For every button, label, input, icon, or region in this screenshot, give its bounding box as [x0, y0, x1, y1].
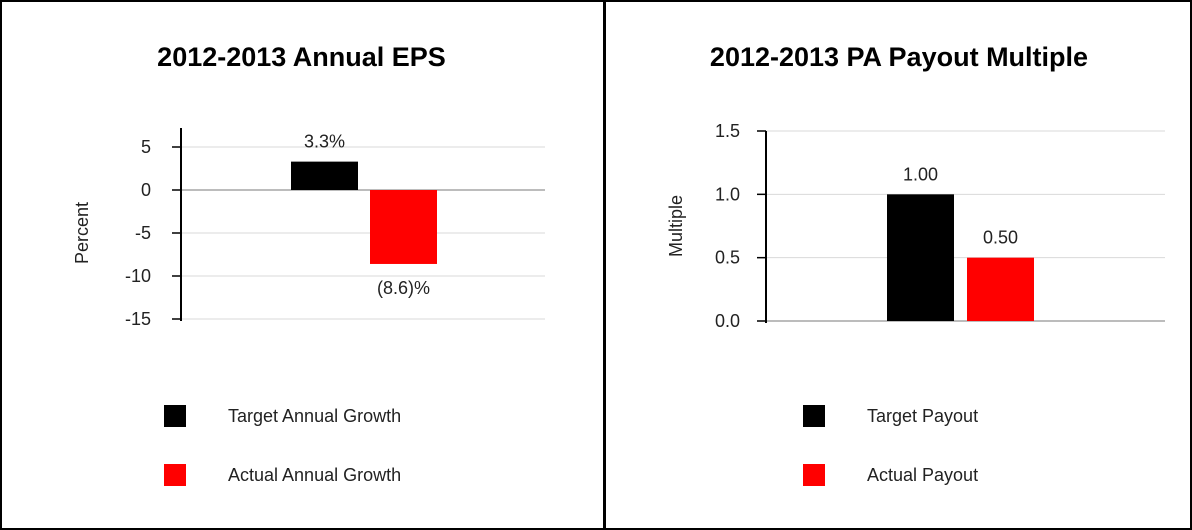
chart-title: 2012-2013 PA Payout Multiple	[709, 42, 1089, 72]
legend-swatch-actual	[164, 464, 186, 486]
y-tick-label: 1.5	[715, 121, 740, 141]
bar-actual	[967, 257, 1034, 321]
eps-chart-plot: 5 0 -5 -10 -15 Percent 3.3% (8.6)%	[72, 128, 545, 329]
y-tick-label: -15	[125, 309, 151, 329]
data-label: 1.00	[903, 164, 938, 184]
bar-actual	[370, 190, 437, 264]
legend-swatch-target	[803, 405, 825, 427]
legend-label: Target Annual Growth	[228, 406, 402, 426]
legend-swatch-actual	[803, 464, 825, 486]
y-tick-label: -5	[135, 223, 151, 243]
data-label: (8.6)%	[377, 278, 430, 298]
eps-chart-panel: 2012-2013 Annual EPS 5 0 -5 -10 -15 Percent 3.…	[72, 42, 545, 486]
y-tick-label: -10	[125, 266, 151, 286]
y-tick-label: 0.5	[715, 248, 740, 268]
payout-chart-plot: 1.5 1.0 0.5 0.0 Multiple 1.00 0.50	[666, 121, 1165, 331]
y-axis-title: Multiple	[666, 195, 686, 257]
bar-target	[887, 194, 954, 321]
y-axis-title: Percent	[72, 202, 92, 264]
legend-swatch-target	[164, 405, 186, 427]
y-tick-label: 0	[141, 180, 151, 200]
payout-chart-panel: 2012-2013 PA Payout Multiple 1.5 1.0 0.5 0.…	[606, 0, 1192, 530]
y-tick-label: 0.0	[715, 311, 740, 331]
y-tick-label: 1.0	[715, 184, 740, 204]
legend-label: Actual Annual Growth	[228, 465, 402, 485]
data-label: 3.3%	[304, 132, 345, 152]
legend-label: Actual Payout	[867, 465, 979, 485]
panel-divider	[603, 0, 606, 530]
bar-target	[291, 161, 358, 190]
y-tick-label: 5	[141, 137, 151, 157]
legend-label: Target Payout	[867, 406, 979, 426]
chart-title: 2012-2013 Annual EPS	[157, 42, 446, 72]
data-label: 0.50	[983, 228, 1018, 248]
